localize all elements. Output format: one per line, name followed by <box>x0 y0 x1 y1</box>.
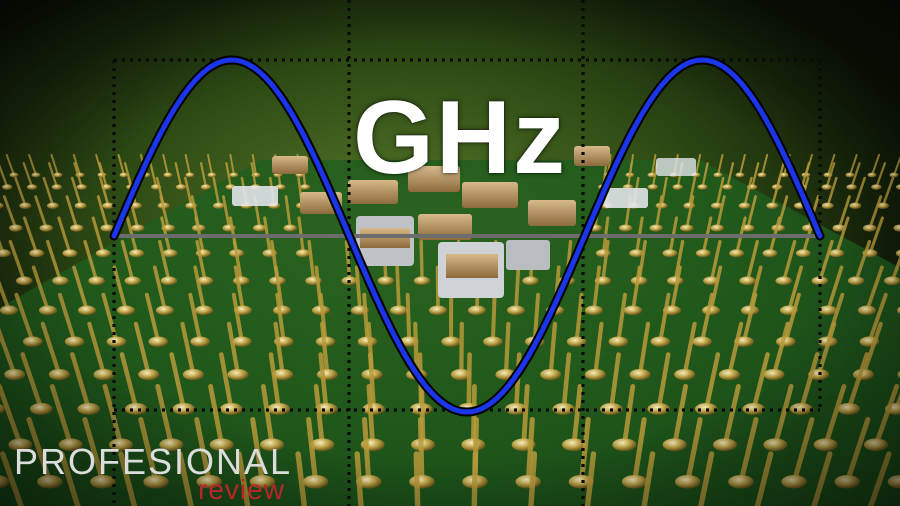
brand-subtitle: review <box>198 474 285 505</box>
brand-name: PROFESIONAL <box>14 441 293 482</box>
brand-watermark: PROFESIONAL review <box>14 444 304 504</box>
ghz-headline: GHz <box>353 80 567 196</box>
sine-wave <box>111 57 823 415</box>
